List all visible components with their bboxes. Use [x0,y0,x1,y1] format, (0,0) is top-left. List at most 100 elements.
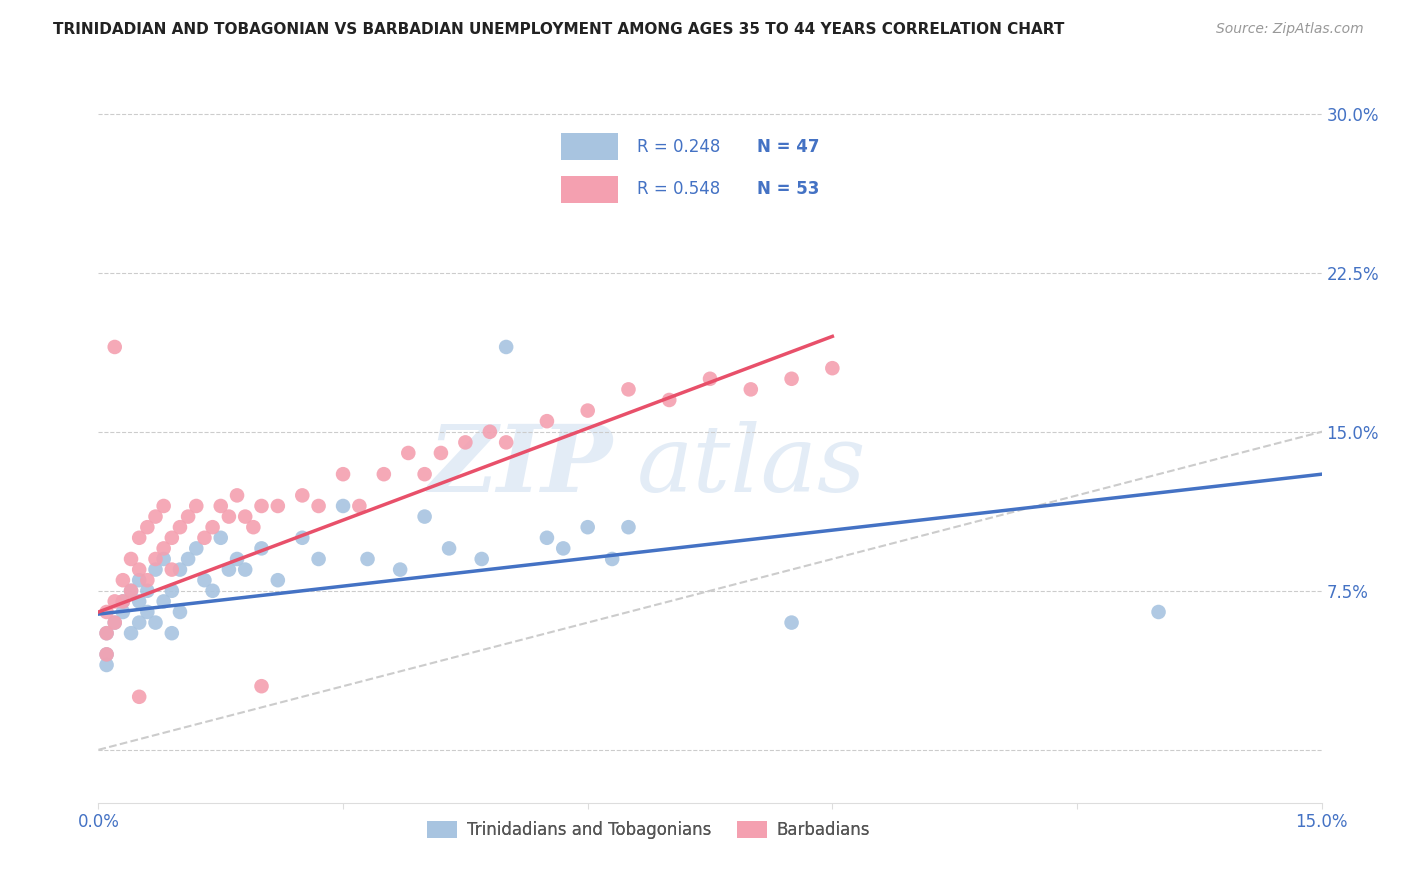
Point [437,541,460,556]
Point [104,340,127,354]
Point [136,583,159,598]
Point [617,520,640,534]
Point [104,594,127,608]
Point [136,573,159,587]
Text: TRINIDADIAN AND TOBAGONIAN VS BARBADIAN UNEMPLOYMENT AMONG AGES 35 TO 44 YEARS C: TRINIDADIAN AND TOBAGONIAN VS BARBADIAN … [53,22,1064,37]
Point [111,594,134,608]
Point [152,541,174,556]
Text: Source: ZipAtlas.com: Source: ZipAtlas.com [1216,22,1364,37]
Point [699,372,721,386]
Point [201,583,224,598]
Point [104,615,127,630]
Point [396,446,419,460]
Point [186,541,208,556]
Point [1147,605,1170,619]
Point [576,520,599,534]
Point [136,520,159,534]
Point [111,573,134,587]
Point [471,552,494,566]
Point [128,615,150,630]
Point [536,414,558,428]
Point [495,340,517,354]
Point [152,499,174,513]
Point [495,435,517,450]
Point [96,648,118,662]
Point [780,372,803,386]
Point [600,552,623,566]
Point [160,531,183,545]
Point [226,552,249,566]
Point [267,573,290,587]
Point [193,573,215,587]
Point [160,583,183,598]
Point [152,552,174,566]
Point [226,488,249,502]
Point [201,520,224,534]
Point [128,594,150,608]
Point [209,531,232,545]
Point [291,531,314,545]
Point [242,520,264,534]
Point [145,563,167,577]
Point [413,509,436,524]
Point [308,499,330,513]
Point [128,531,150,545]
Point [186,499,208,513]
Text: N = 47: N = 47 [756,137,820,155]
Point [389,563,412,577]
Point [332,467,354,482]
Point [152,594,174,608]
Point [96,626,118,640]
Point [96,605,118,619]
Bar [561,176,619,202]
Bar [561,133,619,160]
Point [454,435,477,450]
Point [145,552,167,566]
Point [111,605,134,619]
Point [349,499,371,513]
Point [209,499,232,513]
Point [128,690,150,704]
Point [193,531,215,545]
Point [169,605,191,619]
Point [233,563,256,577]
Point [536,531,558,545]
Point [291,488,314,502]
Point [120,583,142,598]
Point [177,509,200,524]
Point [177,552,200,566]
Point [308,552,330,566]
Point [332,499,354,513]
Point [356,552,378,566]
Point [821,361,844,376]
Point [430,446,453,460]
Point [373,467,395,482]
Text: R = 0.548: R = 0.548 [637,180,720,198]
Point [120,552,142,566]
Point [250,499,273,513]
Point [218,563,240,577]
Point [413,467,436,482]
Point [553,541,575,556]
Point [111,594,134,608]
Text: R = 0.248: R = 0.248 [637,137,720,155]
Point [740,383,762,397]
Point [96,626,118,640]
Point [145,509,167,524]
Legend: Trinidadians and Tobagonians, Barbadians: Trinidadians and Tobagonians, Barbadians [420,814,877,846]
Point [160,563,183,577]
Point [617,383,640,397]
Point [218,509,240,524]
Point [250,679,273,693]
Point [104,615,127,630]
Point [128,573,150,587]
Point [136,605,159,619]
Point [120,626,142,640]
Point [478,425,501,439]
Point [169,520,191,534]
Point [169,563,191,577]
Point [658,392,681,407]
Point [233,509,256,524]
Point [576,403,599,417]
Point [250,541,273,556]
